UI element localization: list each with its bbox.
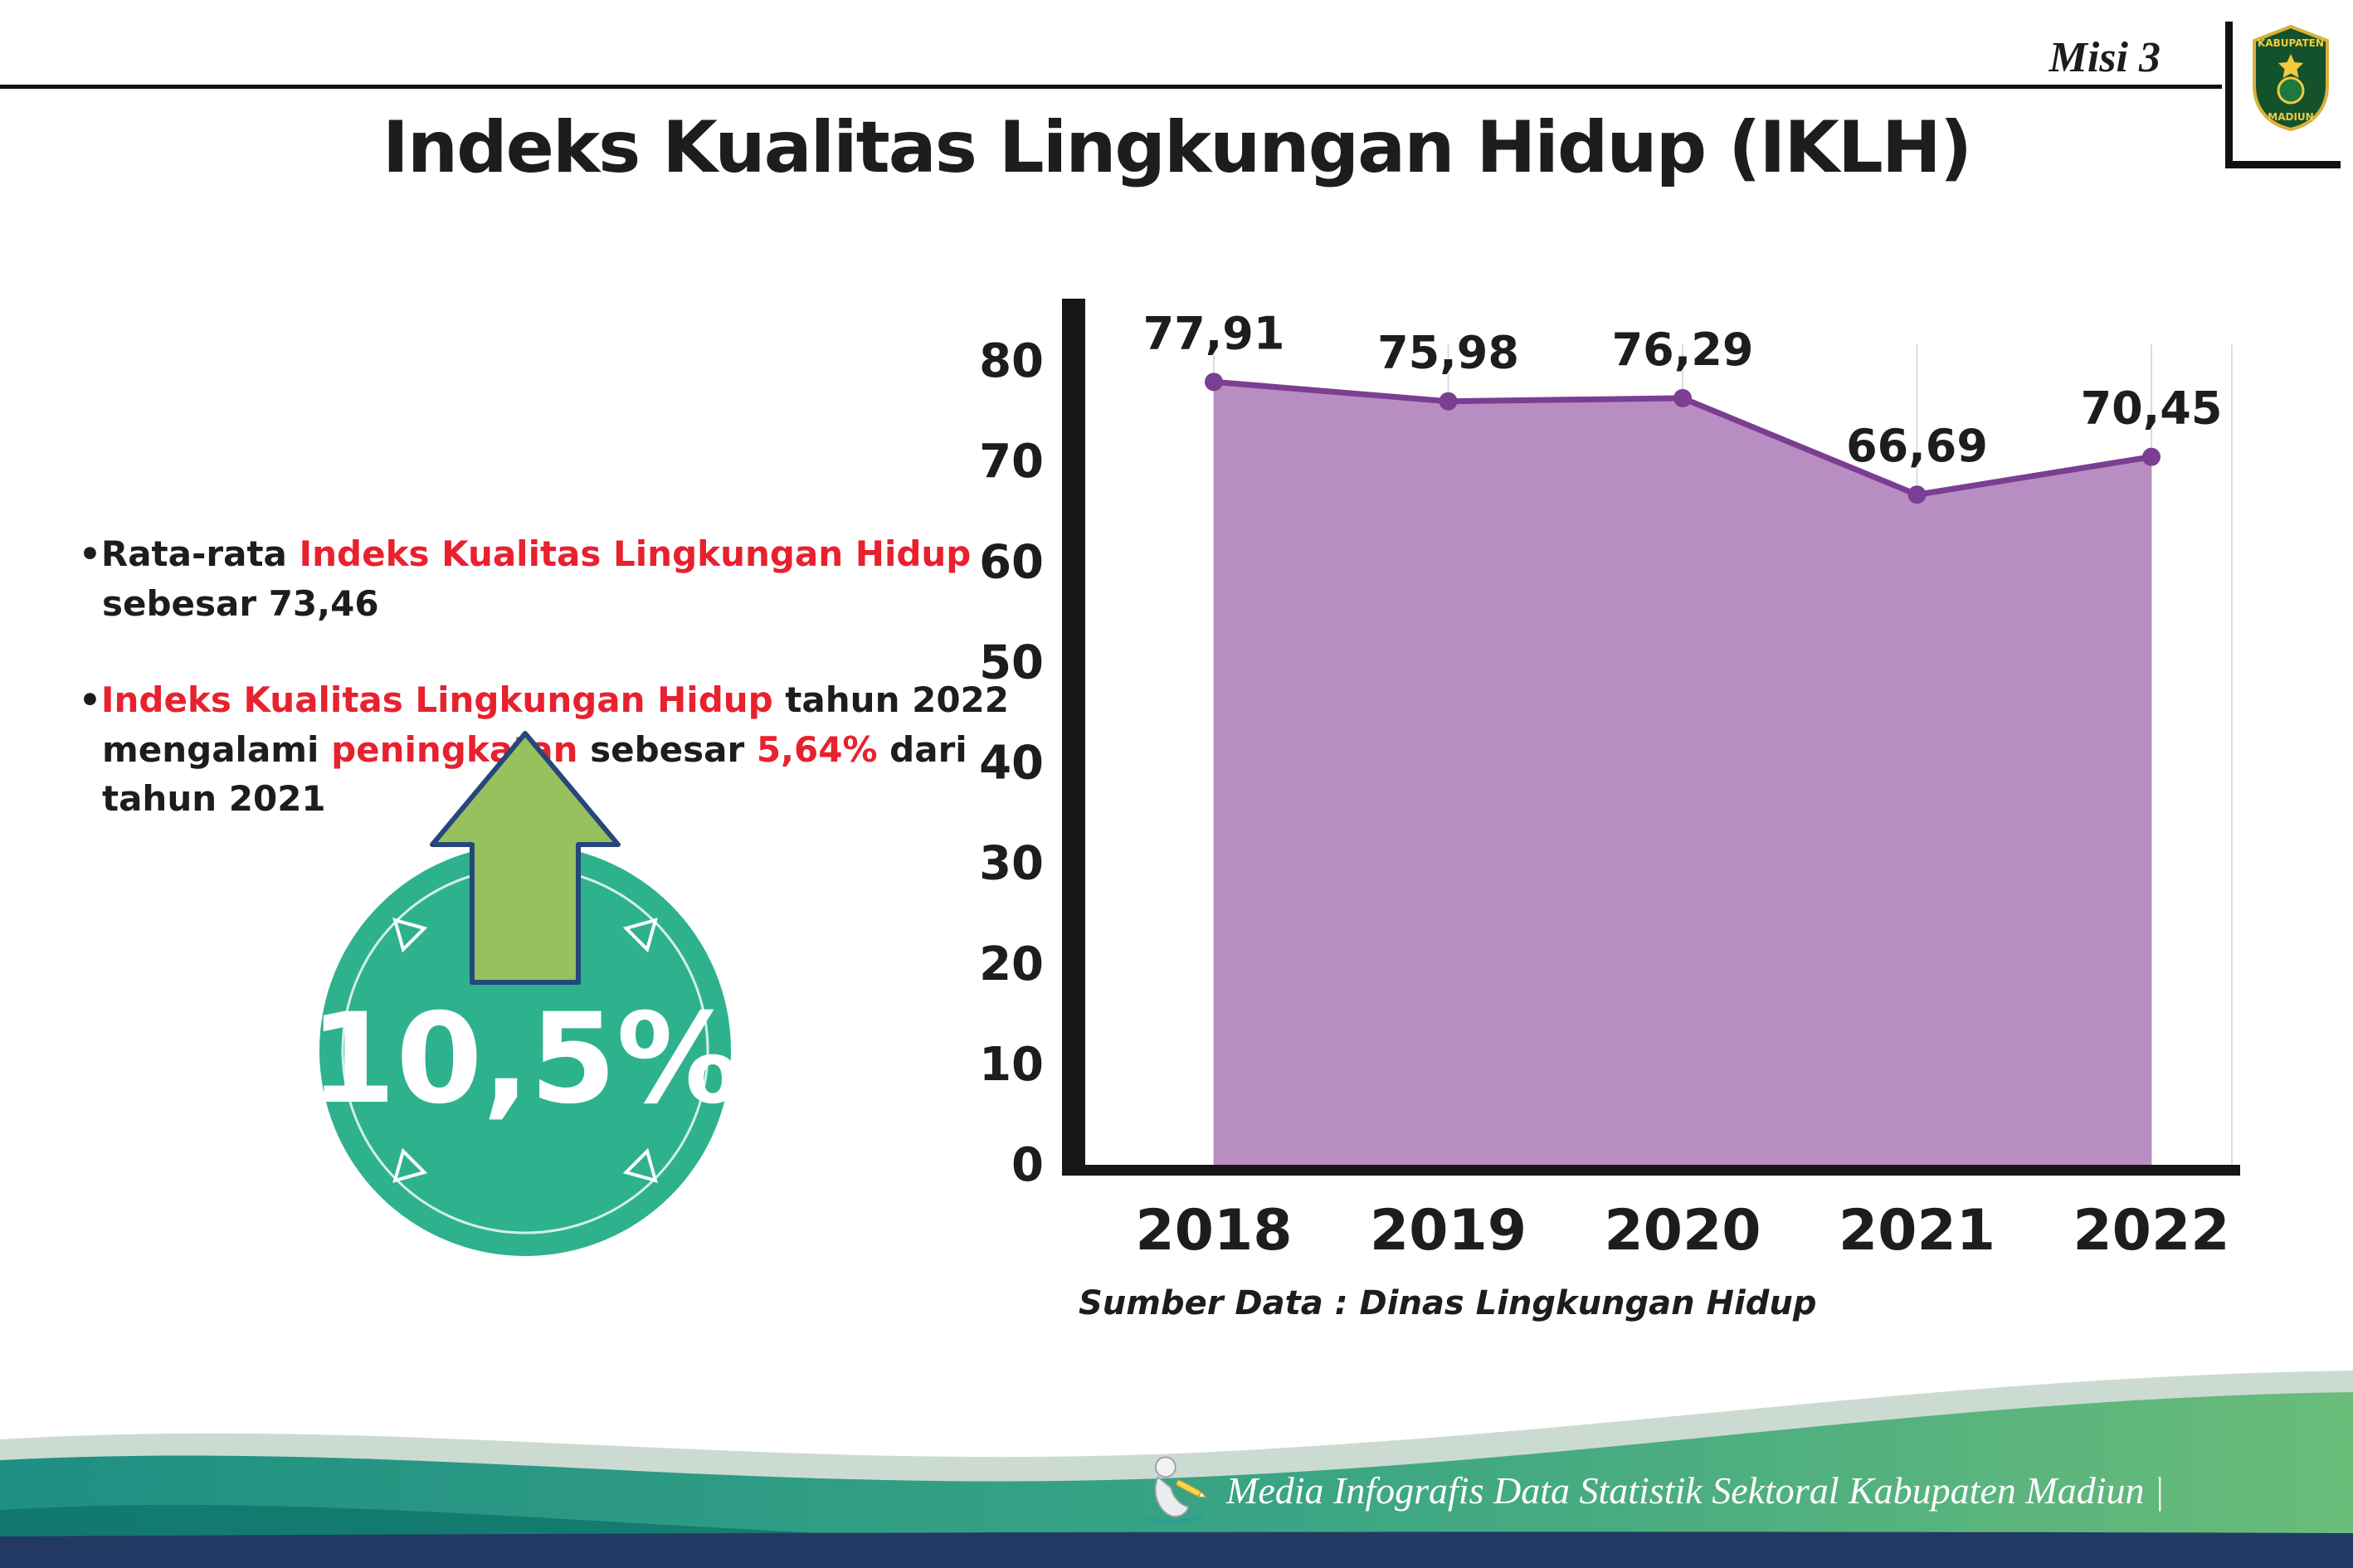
bullet2-text-2: sebesar (577, 728, 757, 770)
svg-text:66,69: 66,69 (1846, 420, 1988, 472)
svg-text:2020: 2020 (1604, 1198, 1761, 1264)
chart-source-label: Sumber Data : Dinas Lingkungan Hidup (1079, 1284, 1817, 1322)
svg-text:0: 0 (1011, 1138, 1044, 1192)
svg-text:75,98: 75,98 (1377, 327, 1519, 379)
tick-triangle-icon (622, 1147, 658, 1183)
badge-circle (319, 845, 731, 1256)
up-arrow-icon (430, 731, 621, 985)
logo-shield-icon: KABUPATEN MADIUN (2253, 24, 2329, 132)
svg-text:20: 20 (979, 937, 1044, 991)
svg-text:77,91: 77,91 (1143, 307, 1285, 359)
bullet2-text-1: tahun 2022 mengalami (102, 679, 1009, 770)
logo-text-top: KABUPATEN (2258, 37, 2324, 49)
tick-triangle-icon (622, 918, 658, 953)
svg-text:80: 80 (979, 334, 1044, 388)
svg-text:50: 50 (979, 635, 1044, 689)
bullet-average-iklh: •Rata-rata Indeks Kualitas Lingkungan Hi… (79, 529, 1031, 628)
bullet-marker: • (79, 533, 101, 574)
footer-credit-text: Media Infografis Data Statistik Sektoral… (1226, 1468, 2165, 1512)
bullet1-text-1: Rata-rata (100, 533, 300, 574)
svg-text:2019: 2019 (1370, 1198, 1527, 1264)
bullet-marker-2: • (79, 679, 101, 720)
svg-text:70,45: 70,45 (2081, 382, 2223, 435)
svg-text:2018: 2018 (1135, 1198, 1292, 1264)
bullet2-text-3: dari tahun 2021 (102, 728, 967, 820)
mascot-icon (1147, 1456, 1207, 1524)
page-title: Indeks Kualitas Lingkungan Hidup (IKLH) (382, 106, 1972, 189)
tick-triangle-icon (392, 918, 428, 953)
badge-value: 10,5% (309, 987, 741, 1132)
svg-text:2021: 2021 (1839, 1198, 1995, 1264)
tick-triangle-icon (392, 1147, 428, 1183)
svg-text:76,29: 76,29 (1612, 324, 1754, 376)
iklh-area-chart: 0 10 20 30 40 50 60 70 80 2018 2019 2020 2021 2022 77,… (979, 299, 2240, 1264)
increase-badge: 10,5% (309, 731, 741, 1256)
bullet2-highlight-3: 5,64% (756, 728, 878, 770)
kabupaten-madiun-logo: KABUPATEN MADIUN (2225, 22, 2341, 168)
misi-label: Misi 3 (2049, 34, 2161, 81)
svg-text:70: 70 (979, 435, 1044, 489)
svg-text:10: 10 (979, 1038, 1044, 1092)
logo-text-bottom: MADIUN (2268, 111, 2313, 123)
svg-text:40: 40 (979, 737, 1044, 791)
bullet1-text-2: sebesar 73,46 (102, 582, 379, 624)
bullet1-highlight: Indeks Kualitas Lingkungan Hidup (299, 533, 972, 574)
svg-text:2022: 2022 (2073, 1198, 2229, 1264)
footer-credit: Media Infografis Data Statistik Sektoral… (1135, 1450, 2165, 1530)
svg-text:60: 60 (979, 535, 1044, 589)
svg-text:30: 30 (979, 837, 1044, 891)
bullet-increase-iklh: •Indeks Kualitas Lingkungan Hidup tahun … (79, 675, 1031, 824)
footer-wave (0, 1371, 2353, 1568)
header-rule (0, 85, 2222, 89)
bullet2-highlight-1: Indeks Kualitas Lingkungan Hidup (100, 679, 773, 720)
